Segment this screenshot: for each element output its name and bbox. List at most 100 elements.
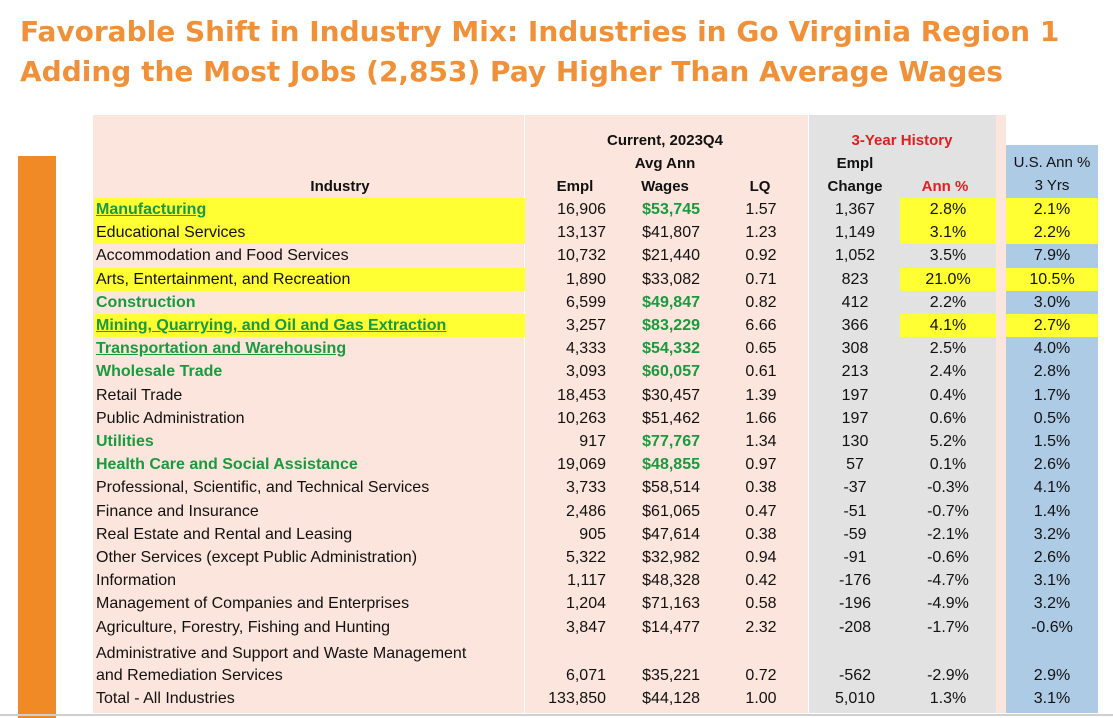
us-value: 2.2% [1006, 221, 1098, 245]
change-value: 823 [841, 270, 869, 288]
empl-value: 10,732 [557, 247, 606, 265]
change-value: 1,367 [834, 201, 876, 218]
header-ann-pct: Ann % [921, 178, 969, 195]
industry-name: Accommodation and Food Services [96, 247, 349, 265]
ann-value: -1.7% [927, 618, 969, 636]
ann-value: 2.5% [929, 340, 967, 358]
lq-value: 0.71 [745, 270, 777, 288]
ann-value: 2.8% [900, 198, 996, 221]
us-value: 1.5% [1033, 433, 1071, 450]
wage-value: $60,057 [642, 363, 700, 381]
wage-value: $58,514 [642, 479, 700, 497]
industry-name: Real Estate and Rental and Leasing [96, 525, 353, 543]
header-avg-ann: Avg Ann [634, 155, 696, 172]
lq-value: 0.42 [745, 572, 777, 590]
header-lq: LQ [749, 178, 771, 195]
industry-name: Construction [96, 293, 196, 311]
lq-value: 2.32 [745, 618, 777, 636]
lq-value: 0.97 [745, 456, 777, 474]
lq-value: 6.66 [745, 317, 777, 334]
wage-value: $53,745 [642, 201, 700, 218]
change-value: 57 [846, 456, 864, 474]
change-value: 412 [841, 293, 869, 311]
lq-value: 1.23 [745, 224, 777, 242]
change-value: 366 [841, 317, 869, 334]
page-title: Favorable Shift in Industry Mix: Industr… [20, 12, 1059, 92]
industry-name: Agriculture, Forestry, Fishing and Hunti… [96, 618, 391, 636]
change-value: 197 [841, 386, 869, 404]
empl-value: 18,453 [557, 386, 606, 404]
ann-value: 2.4% [929, 363, 967, 381]
empl-value: 4,333 [565, 340, 606, 358]
wage-value: $77,767 [642, 433, 700, 450]
lq-value: 0.72 [745, 667, 777, 684]
wage-value: $33,082 [642, 270, 700, 288]
ann-value: 0.6% [929, 409, 967, 427]
wage-value: $41,807 [642, 224, 700, 242]
ann-value: -2.9% [927, 667, 969, 684]
industry-name: and Remediation Services [96, 667, 283, 684]
empl-value: 917 [579, 433, 606, 450]
ann-value: 0.4% [929, 386, 967, 404]
ann-value: 0.1% [929, 456, 967, 474]
empl-value: 3,257 [565, 317, 606, 334]
header-empl: Empl [556, 178, 594, 195]
lq-value: 0.65 [745, 340, 777, 358]
ann-value: -4.9% [927, 595, 969, 613]
industry-name: Utilities [96, 433, 154, 450]
lq-value: 1.57 [745, 201, 777, 218]
lq-value: 0.38 [745, 525, 777, 543]
ann-value: 3.1% [900, 221, 996, 245]
industry-name: Health Care and Social Assistance [96, 456, 358, 474]
wage-value: $54,332 [642, 340, 700, 358]
ann-value: -0.6% [927, 549, 969, 566]
us-value: 3.2% [1033, 525, 1071, 543]
empl-value: 2,486 [565, 502, 606, 520]
industry-name: Educational Services [94, 221, 525, 245]
ann-value: -0.3% [927, 479, 969, 497]
us-value: 10.5% [1006, 267, 1098, 291]
header-history: 3-Year History [851, 132, 953, 149]
lq-value: 1.39 [745, 386, 777, 404]
lq-value: 0.38 [745, 479, 777, 497]
lq-value: 1.34 [745, 433, 777, 450]
ann-value: 3.5% [929, 247, 967, 265]
wage-value: $83,229 [642, 317, 700, 334]
us-value: 2.7% [1006, 314, 1098, 337]
wage-value: $61,065 [642, 502, 700, 520]
industry-name: Arts, Entertainment, and Recreation [94, 267, 525, 291]
header-current: Current, 2023Q4 [607, 132, 723, 149]
industry-name: Wholesale Trade [96, 363, 223, 381]
empl-value: 5,322 [565, 549, 606, 566]
lq-value: 0.92 [745, 247, 777, 265]
wage-value: $44,128 [642, 690, 700, 707]
change-value: -59 [843, 525, 867, 543]
column-divider [524, 115, 525, 713]
industry-name: Transportation and Warehousing [96, 340, 347, 358]
us-value: 3.0% [1033, 293, 1071, 311]
ann-value: -0.7% [927, 502, 969, 520]
industry-name: Manufacturing [94, 198, 525, 221]
empl-value: 19,069 [557, 456, 606, 474]
title-line-2: Adding the Most Jobs (2,853) Pay Higher … [20, 55, 1003, 88]
lq-value: 1.66 [745, 409, 777, 427]
us-value: 2.1% [1006, 198, 1098, 221]
us-value: 3.1% [1033, 572, 1071, 590]
ann-value: 5.2% [929, 433, 967, 450]
empl-value: 10,263 [557, 409, 606, 427]
empl-value: 6,599 [565, 293, 606, 311]
change-value: 130 [841, 433, 869, 450]
wage-value: $14,477 [642, 618, 700, 636]
header-us-ann: U.S. Ann % [1013, 154, 1091, 171]
us-value: 7.9% [1033, 247, 1071, 265]
change-value: 308 [841, 340, 869, 358]
lq-value: 1.00 [745, 690, 777, 707]
industry-name: Finance and Insurance [96, 502, 259, 520]
wage-value: $21,440 [642, 247, 700, 265]
us-value: 2.6% [1033, 549, 1071, 566]
header-empl-change: Empl [836, 155, 874, 172]
title-line-1: Favorable Shift in Industry Mix: Industr… [20, 15, 1060, 48]
header-change: Change [827, 178, 883, 195]
wage-value: $71,163 [642, 595, 700, 613]
header-wages: Wages [641, 178, 689, 195]
